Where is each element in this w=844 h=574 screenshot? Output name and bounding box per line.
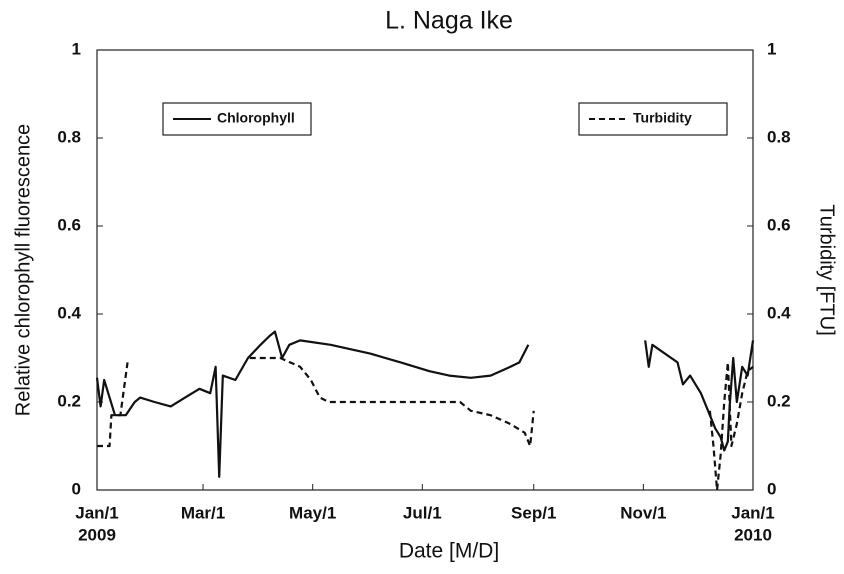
series-line bbox=[95, 330, 755, 478]
x-tick-label: Sep/1 bbox=[511, 503, 556, 522]
y2-tick-label: 1 bbox=[767, 39, 776, 58]
y-tick-label: 0.6 bbox=[57, 215, 81, 234]
year-label: 2009 bbox=[78, 525, 116, 544]
y-tick-label: 0 bbox=[72, 479, 81, 498]
x-tick-label: Jul/1 bbox=[403, 503, 442, 522]
y2-tick-label: 0.8 bbox=[767, 127, 791, 146]
y-tick-label: 1 bbox=[72, 39, 81, 58]
x-tick-label: Nov/1 bbox=[620, 503, 666, 522]
x-axis-title: Date [M/D] bbox=[399, 540, 499, 563]
chart-title: L. Naga Ike bbox=[385, 7, 513, 35]
y2-tick-label: 0.4 bbox=[767, 303, 791, 322]
x-tick-label: Mar/1 bbox=[181, 503, 225, 522]
y-tick-label: 0.8 bbox=[57, 127, 81, 146]
legend-label: Turbidity bbox=[633, 110, 692, 126]
y-tick-label: 0.4 bbox=[57, 303, 81, 322]
x-tick-label: Jan/1 bbox=[75, 503, 118, 522]
plot-frame bbox=[96, 49, 754, 491]
legend-label: Chlorophyll bbox=[217, 110, 295, 126]
year-label: 2010 bbox=[734, 525, 772, 544]
y2-tick-label: 0 bbox=[767, 479, 776, 498]
y2-axis-title: Turbidity [FTU] bbox=[816, 204, 838, 336]
y-tick-label: 0.2 bbox=[57, 391, 81, 410]
x-tick-label: May/1 bbox=[289, 503, 336, 522]
x-tick-label: Jan/1 bbox=[731, 503, 774, 522]
series-line bbox=[97, 356, 754, 492]
y2-tick-label: 0.6 bbox=[767, 215, 791, 234]
y-axis-title: Relative chlorophyll fluorescence bbox=[12, 124, 34, 416]
y2-tick-label: 0.2 bbox=[767, 391, 791, 410]
